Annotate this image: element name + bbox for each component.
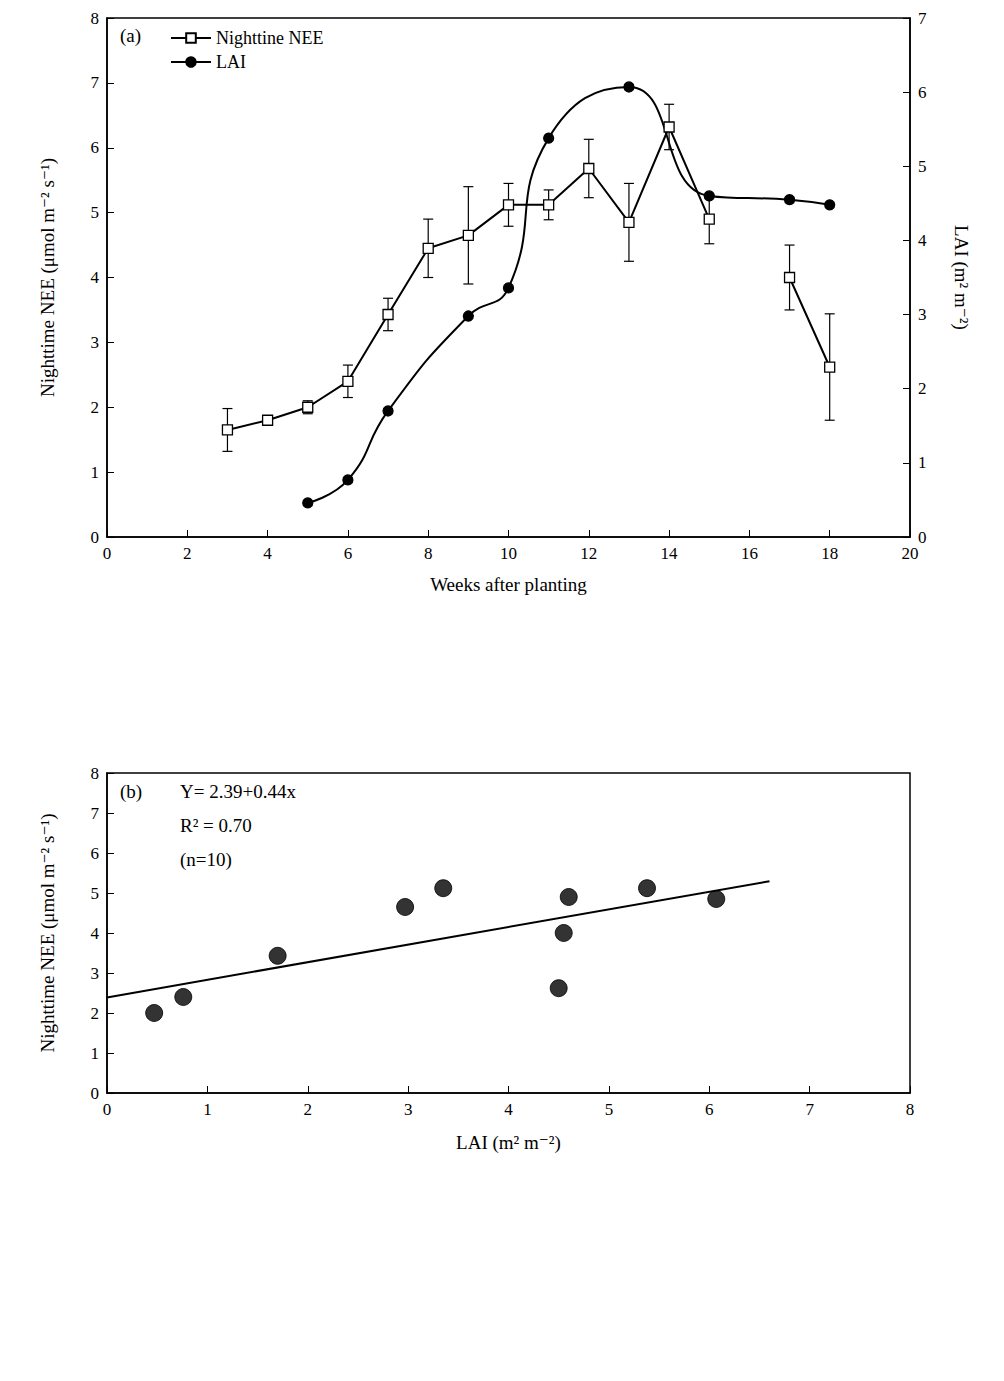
svg-text:1: 1 <box>91 1044 100 1063</box>
svg-text:Nighttime NEE (μmol m⁻² s⁻¹): Nighttime NEE (μmol m⁻² s⁻¹) <box>37 813 59 1052</box>
svg-text:6: 6 <box>91 138 100 157</box>
svg-text:14: 14 <box>661 544 679 563</box>
svg-text:4: 4 <box>504 1100 513 1119</box>
svg-text:4: 4 <box>91 268 100 287</box>
svg-text:(a): (a) <box>120 25 141 47</box>
svg-text:12: 12 <box>580 544 597 563</box>
svg-text:8: 8 <box>906 1100 915 1119</box>
svg-text:0: 0 <box>918 528 927 547</box>
svg-text:8: 8 <box>91 9 100 28</box>
svg-text:16: 16 <box>741 544 758 563</box>
svg-text:R² = 0.70: R² = 0.70 <box>180 815 252 836</box>
svg-text:3: 3 <box>918 305 927 324</box>
svg-text:6: 6 <box>918 83 927 102</box>
svg-text:1: 1 <box>918 453 927 472</box>
svg-text:LAI (m² m⁻²): LAI (m² m⁻²) <box>456 1132 561 1154</box>
svg-text:LAI: LAI <box>216 52 246 72</box>
svg-text:18: 18 <box>821 544 838 563</box>
svg-text:8: 8 <box>91 764 100 783</box>
svg-text:2: 2 <box>304 1100 313 1119</box>
svg-text:0: 0 <box>103 1100 112 1119</box>
svg-text:8: 8 <box>424 544 433 563</box>
svg-text:0: 0 <box>103 544 112 563</box>
svg-text:10: 10 <box>500 544 517 563</box>
svg-text:7: 7 <box>91 73 100 92</box>
svg-text:3: 3 <box>91 333 100 352</box>
svg-text:4: 4 <box>918 231 927 250</box>
svg-text:2: 2 <box>183 544 192 563</box>
svg-text:2: 2 <box>91 1004 100 1023</box>
svg-text:(n=10): (n=10) <box>180 849 232 871</box>
svg-text:5: 5 <box>91 884 100 903</box>
svg-text:7: 7 <box>918 9 927 28</box>
svg-text:Weeks after planting: Weeks after planting <box>430 574 587 595</box>
svg-text:2: 2 <box>91 398 100 417</box>
svg-text:7: 7 <box>91 804 100 823</box>
svg-text:6: 6 <box>705 1100 714 1119</box>
svg-text:5: 5 <box>605 1100 614 1119</box>
svg-text:0: 0 <box>91 1084 100 1103</box>
svg-text:2: 2 <box>918 379 927 398</box>
svg-text:7: 7 <box>805 1100 814 1119</box>
svg-text:5: 5 <box>918 157 927 176</box>
svg-text:20: 20 <box>902 544 919 563</box>
svg-text:3: 3 <box>404 1100 413 1119</box>
svg-text:4: 4 <box>91 924 100 943</box>
svg-text:3: 3 <box>91 964 100 983</box>
svg-text:6: 6 <box>91 844 100 863</box>
svg-text:(b): (b) <box>120 781 142 803</box>
svg-text:Nighttine NEE: Nighttine NEE <box>216 28 323 48</box>
svg-text:5: 5 <box>91 203 100 222</box>
svg-text:6: 6 <box>344 544 353 563</box>
svg-text:Y= 2.39+0.44x: Y= 2.39+0.44x <box>180 781 296 802</box>
svg-text:1: 1 <box>91 463 100 482</box>
svg-text:0: 0 <box>91 528 100 547</box>
svg-text:Nighttime NEE (μmol m⁻² s⁻¹): Nighttime NEE (μmol m⁻² s⁻¹) <box>37 158 59 397</box>
svg-text:LAI (m² m⁻²): LAI (m² m⁻²) <box>950 225 972 330</box>
svg-text:4: 4 <box>263 544 272 563</box>
svg-text:1: 1 <box>203 1100 212 1119</box>
